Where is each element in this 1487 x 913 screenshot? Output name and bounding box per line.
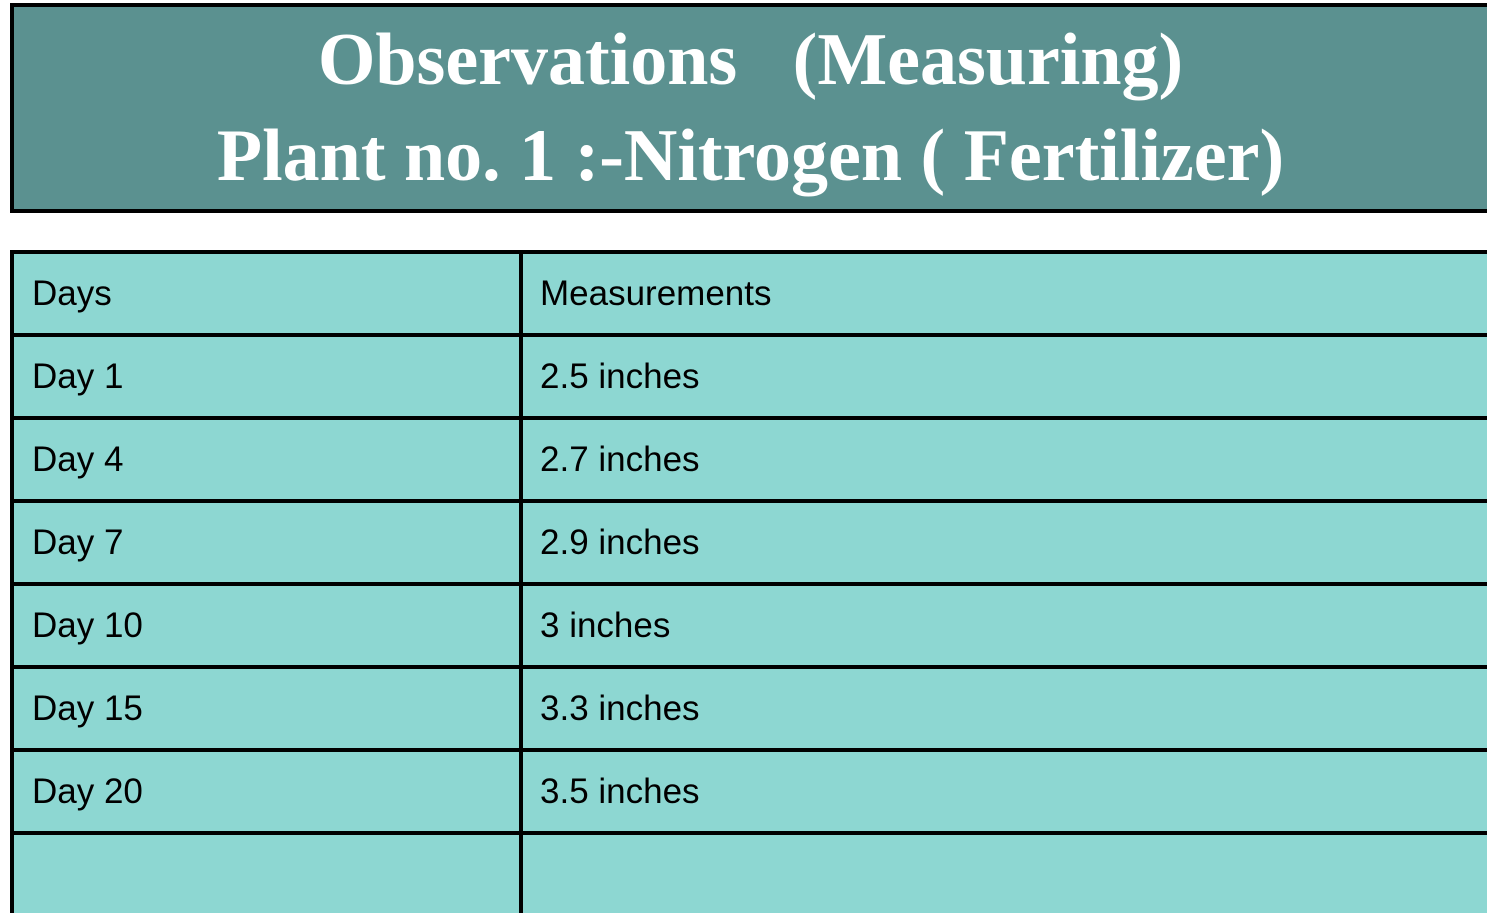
table-cell: Day 7 bbox=[14, 503, 519, 582]
header-cell: Days bbox=[14, 254, 519, 333]
table-cell: Day 1 bbox=[14, 337, 519, 416]
table-cell: 2.7 inches bbox=[523, 420, 1487, 499]
header-cell: Measurements bbox=[523, 254, 1487, 333]
table-cell: 3.5 inches bbox=[523, 752, 1487, 831]
table-cell: Day 15 bbox=[14, 669, 519, 748]
title-line: Plant no. 1 :-Nitrogen ( Fertilizer) bbox=[216, 115, 1285, 197]
table-cell: Day 4 bbox=[14, 420, 519, 499]
table-cell: 3.3 inches bbox=[523, 669, 1487, 748]
title-box: Observations (Measuring) Plant no. 1 :-N… bbox=[10, 3, 1487, 213]
title-line: Observations (Measuring) bbox=[317, 19, 1184, 101]
empty-cell bbox=[14, 835, 519, 913]
table-cell: Day 10 bbox=[14, 586, 519, 665]
table: Days Measurements Day 1 2.5 inches Day 4 2.7 … bbox=[10, 250, 1487, 913]
table-cell: 3 inches bbox=[523, 586, 1487, 665]
empty-cell bbox=[523, 835, 1487, 913]
table-cell: 2.9 inches bbox=[523, 503, 1487, 582]
table-cell: 2.5 inches bbox=[523, 337, 1487, 416]
table-cell: Day 20 bbox=[14, 752, 519, 831]
